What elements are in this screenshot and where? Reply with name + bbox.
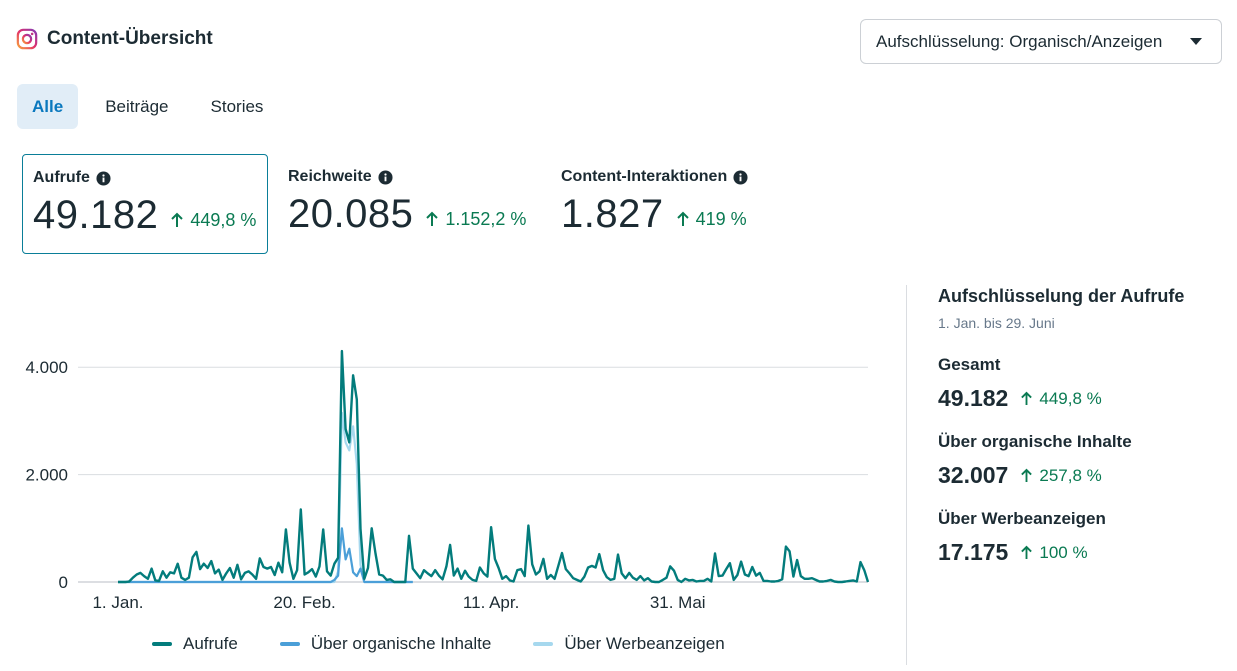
legend-item-aufrufe[interactable]: Aufrufe: [152, 634, 238, 654]
breakdown-row-ads: Über Werbeanzeigen 17.175 100 %: [938, 509, 1228, 566]
legend-swatch: [152, 642, 172, 646]
series-line-0: [118, 349, 870, 584]
metric-value: 1.827: [561, 192, 664, 236]
metric-delta-text: 449,8 %: [190, 209, 257, 230]
breakdown-value: 32.007: [938, 462, 1009, 488]
breakdown-delta: 257,8 %: [1020, 465, 1102, 486]
breakdown-title: Aufschlüsselung der Aufrufe: [938, 286, 1185, 306]
arrow-up-icon: [1021, 468, 1033, 482]
breakdown-delta-text: 257,8 %: [1039, 465, 1102, 485]
breakdown-delta-text: 449,8 %: [1039, 388, 1102, 408]
metric-delta-text: 1.152,2 %: [445, 208, 527, 229]
breakdown-delta: 449,8 %: [1020, 388, 1102, 409]
panel-divider: [906, 285, 907, 665]
x-tick-label: 31. Mai: [650, 593, 706, 612]
x-tick-label: 1. Jan.: [92, 593, 143, 612]
breakdown-range: 1. Jan. bis 29. Juni: [938, 315, 1055, 331]
metric-delta-text: 419 %: [695, 208, 747, 229]
tab-label: Stories: [210, 96, 264, 116]
breakdown-dropdown-label: Aufschlüsselung: Organisch/Anzeigen: [876, 31, 1163, 51]
info-icon[interactable]: [378, 169, 393, 185]
arrow-up-icon: [676, 211, 689, 226]
y-tick-label: 4.000: [25, 358, 68, 377]
breakdown-dropdown[interactable]: Aufschlüsselung: Organisch/Anzeigen: [860, 19, 1222, 64]
legend-item-ads[interactable]: Über Werbeanzeigen: [533, 634, 725, 654]
metric-delta: 1.152,2 %: [425, 209, 526, 230]
info-icon[interactable]: [733, 169, 748, 185]
y-tick-label: 0: [59, 573, 68, 592]
metric-card-content-interaktionen[interactable]: Content-Interaktionen 1.827 419 %: [551, 154, 811, 254]
metric-value: 20.085: [288, 192, 414, 236]
tab-alle[interactable]: Alle: [17, 84, 79, 129]
y-tick-label: 2.000: [25, 466, 68, 485]
breakdown-label: Über Werbeanzeigen: [938, 509, 1106, 528]
metric-delta: 419 %: [676, 209, 747, 230]
x-tick-label: 11. Apr.: [463, 593, 519, 612]
tab-beitraege[interactable]: Beiträge: [90, 84, 183, 129]
metric-label: Aufrufe: [33, 169, 90, 186]
arrow-up-icon: [171, 212, 184, 227]
chart-legend: Aufrufe Über organische Inhalte Über Wer…: [152, 634, 767, 654]
metric-delta: 449,8 %: [170, 210, 256, 231]
tab-stories[interactable]: Stories: [196, 84, 279, 129]
instagram-icon: [16, 28, 38, 50]
breakdown-panel: Aufschlüsselung der Aufrufe 1. Jan. bis …: [938, 286, 1228, 566]
breakdown-row-gesamt: Gesamt 49.182 449,8 %: [938, 355, 1228, 412]
legend-item-organic[interactable]: Über organische Inhalte: [279, 634, 492, 654]
breakdown-delta: 100 %: [1020, 542, 1088, 563]
page-header: Content-Übersicht: [16, 28, 213, 50]
breakdown-value: 49.182: [938, 385, 1009, 411]
info-icon[interactable]: [96, 170, 111, 186]
legend-label: Aufrufe: [183, 634, 238, 653]
breakdown-row-organic: Über organische Inhalte 32.007 257,8 %: [938, 432, 1228, 489]
x-tick-label: 20. Feb.: [273, 593, 335, 612]
breakdown-label: Über organische Inhalte: [938, 432, 1132, 451]
metric-value: 49.182: [33, 193, 159, 237]
arrow-up-icon: [1021, 391, 1033, 405]
legend-label: Über organische Inhalte: [310, 634, 492, 653]
arrow-up-icon: [1021, 545, 1033, 559]
aufrufe-line-chart[interactable]: 0 2.000 4.000 1. Jan. 20. Feb. 11. Apr. 31. Ma…: [0, 290, 890, 671]
caret-down-icon: [1190, 38, 1202, 45]
tab-label: Alle: [32, 96, 64, 116]
metric-card-reichweite[interactable]: Reichweite 20.085 1.152,2 %: [278, 154, 548, 254]
breakdown-delta-text: 100 %: [1039, 542, 1088, 562]
content-tabs: Alle Beiträge Stories: [17, 84, 290, 129]
legend-label: Über Werbeanzeigen: [564, 634, 725, 653]
breakdown-label: Gesamt: [938, 355, 1001, 374]
page-title: Content-Übersicht: [47, 28, 213, 49]
breakdown-value: 17.175: [938, 539, 1009, 565]
tab-label: Beiträge: [105, 96, 169, 116]
metric-card-aufrufe[interactable]: Aufrufe 49.182 449,8 %: [22, 154, 268, 254]
legend-swatch: [279, 642, 300, 646]
metric-label: Reichweite: [288, 168, 372, 185]
legend-swatch: [533, 642, 554, 646]
arrow-up-icon: [426, 211, 439, 226]
metric-label: Content-Interaktionen: [561, 168, 728, 185]
